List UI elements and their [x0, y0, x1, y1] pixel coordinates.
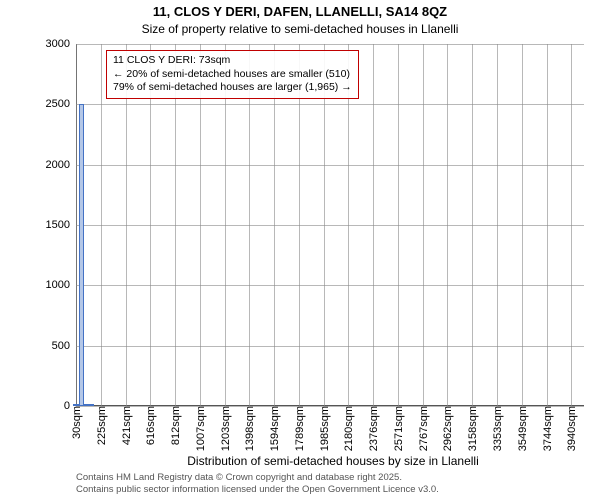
x-tick-label: 616sqm: [143, 406, 157, 445]
chart-subtitle: Size of property relative to semi-detach…: [0, 22, 600, 36]
x-tick-label: 1007sqm: [193, 406, 207, 451]
grid-h: [76, 165, 584, 166]
y-tick-label: 2000: [46, 159, 76, 171]
grid-v: [571, 44, 572, 406]
grid-h: [76, 225, 584, 226]
x-tick-label: 1398sqm: [242, 406, 256, 451]
x-tick-label: 2767sqm: [416, 406, 430, 451]
grid-v: [497, 44, 498, 406]
grid-v: [472, 44, 473, 406]
x-tick-label: 3744sqm: [540, 406, 554, 451]
grid-h: [76, 104, 584, 105]
x-tick-label: 3940sqm: [564, 406, 578, 451]
footer-line-2: Contains public sector information licen…: [76, 484, 439, 496]
x-tick-label: 1985sqm: [317, 406, 331, 451]
chart-title: 11, CLOS Y DERI, DAFEN, LLANELLI, SA14 8…: [0, 4, 600, 19]
annotation-line-3: 79% of semi-detached houses are larger (…: [113, 81, 352, 95]
grid-v: [101, 44, 102, 406]
annotation-box: 11 CLOS Y DERI: 73sqm ← 20% of semi-deta…: [106, 50, 359, 99]
footer-line-1: Contains HM Land Registry data © Crown c…: [76, 472, 439, 484]
grid-v: [447, 44, 448, 406]
chart-container: 11, CLOS Y DERI, DAFEN, LLANELLI, SA14 8…: [0, 0, 600, 500]
plot-area: 050010001500200025003000 30sqm225sqm421s…: [76, 44, 584, 406]
footer-text: Contains HM Land Registry data © Crown c…: [76, 472, 439, 496]
grid-v: [423, 44, 424, 406]
x-tick-label: 2376sqm: [366, 406, 380, 451]
annotation-line-2: ← 20% of semi-detached houses are smalle…: [113, 68, 352, 82]
x-tick-label: 2571sqm: [391, 406, 405, 451]
x-tick-label: 30sqm: [69, 406, 83, 439]
bar: [79, 104, 84, 406]
annotation-line-1: 11 CLOS Y DERI: 73sqm: [113, 54, 352, 68]
x-tick-label: 225sqm: [94, 406, 108, 445]
x-tick-label: 2180sqm: [341, 406, 355, 451]
x-tick-label: 3549sqm: [515, 406, 529, 451]
grid-h: [76, 285, 584, 286]
x-tick-label: 1594sqm: [267, 406, 281, 451]
x-tick-label: 1203sqm: [218, 406, 232, 451]
grid-v: [547, 44, 548, 406]
x-axis-label: Distribution of semi-detached houses by …: [76, 454, 590, 468]
y-tick-label: 500: [52, 340, 76, 352]
x-tick-label: 3353sqm: [490, 406, 504, 451]
grid-v: [398, 44, 399, 406]
x-tick-label: 3158sqm: [465, 406, 479, 451]
grid-v: [522, 44, 523, 406]
bar: [84, 404, 89, 406]
grid-v: [373, 44, 374, 406]
y-tick-label: 2500: [46, 98, 76, 110]
x-tick-label: 421sqm: [119, 406, 133, 445]
grid-h: [76, 44, 584, 45]
x-tick-label: 1789sqm: [292, 406, 306, 451]
grid-v: [76, 44, 77, 406]
x-tick-label: 812sqm: [168, 406, 182, 445]
y-tick-label: 1500: [46, 219, 76, 231]
y-tick-label: 3000: [46, 38, 76, 50]
x-tick-label: 2962sqm: [440, 406, 454, 451]
y-tick-label: 1000: [46, 279, 76, 291]
grid-h: [76, 346, 584, 347]
